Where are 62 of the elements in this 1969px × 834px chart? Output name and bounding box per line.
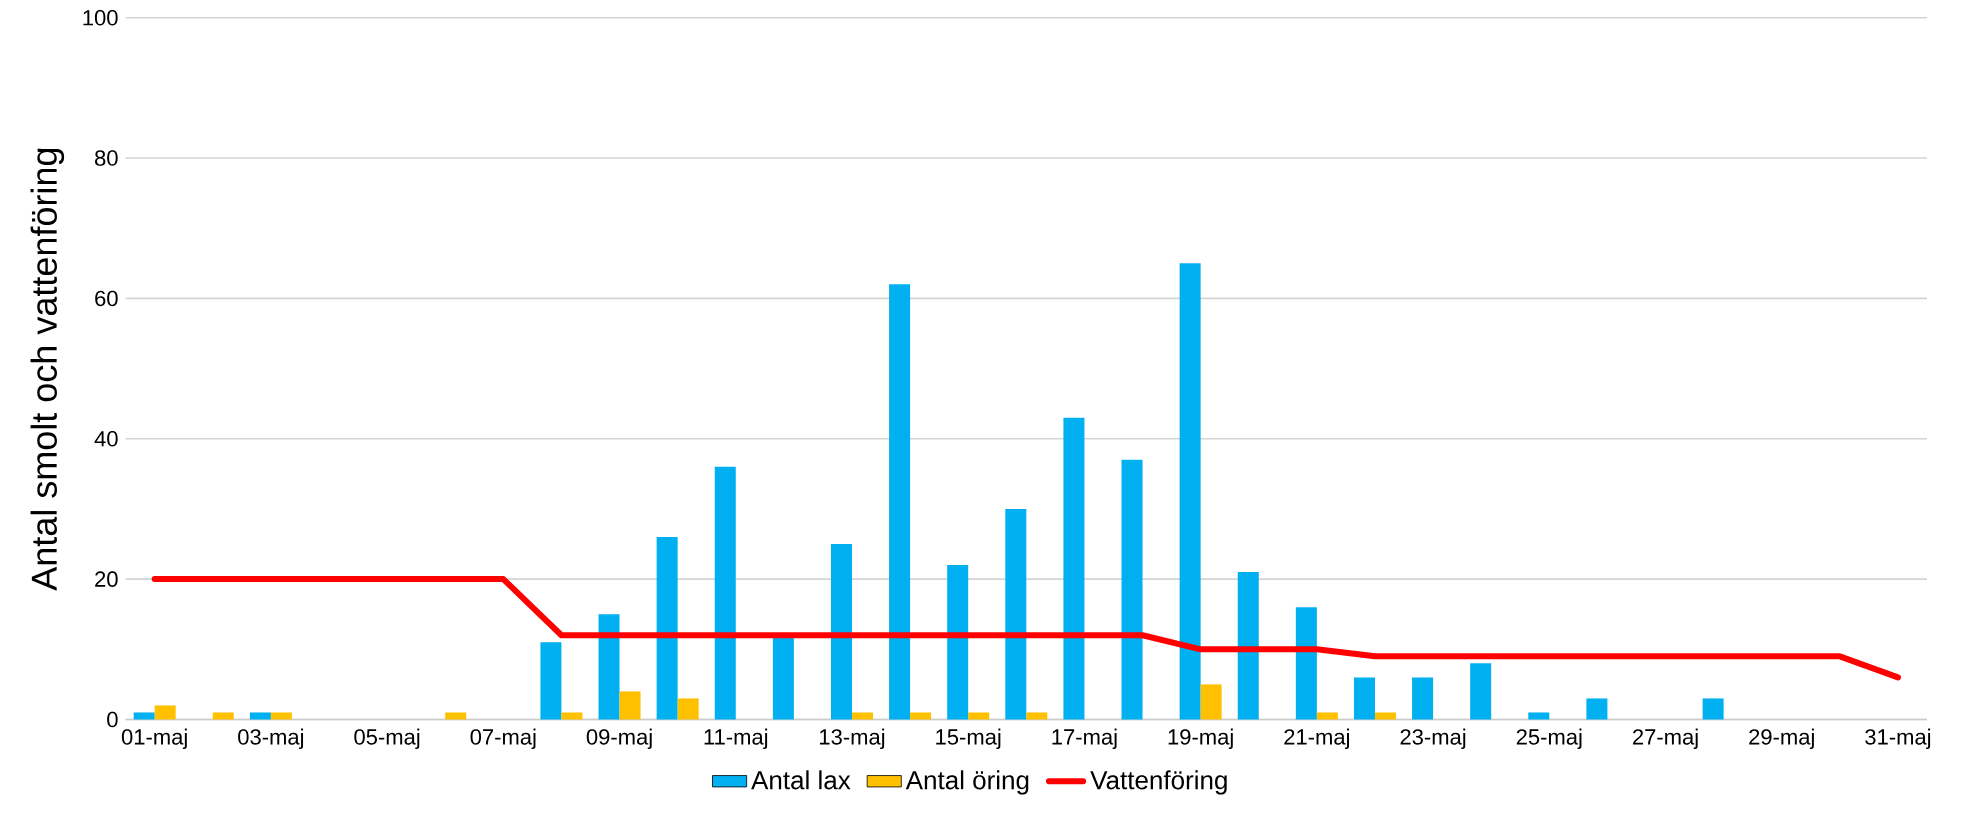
bar: [561, 712, 583, 720]
bar: [1528, 712, 1550, 720]
bar: [1353, 677, 1375, 720]
bar: [947, 565, 969, 720]
bar: [445, 712, 467, 720]
y-tick-label: 60: [95, 290, 118, 307]
y-tick-label: 0: [107, 711, 118, 728]
bar: [598, 614, 620, 720]
bar: [910, 712, 932, 720]
x-tick-label: 11-maj: [704, 728, 768, 750]
x-tick-label: 01-maj: [121, 728, 187, 750]
bar: [270, 712, 292, 720]
x-tick-label: 13-maj: [820, 728, 885, 750]
bar: [851, 712, 873, 720]
bar: [1470, 663, 1492, 720]
bar: [249, 712, 271, 720]
x-tick-label: 03-maj: [238, 728, 304, 750]
bar: [1412, 677, 1434, 720]
x-tick-label: 29-maj: [1749, 728, 1814, 750]
bar: [714, 466, 736, 720]
x-tick-label: 27-maj: [1632, 728, 1698, 750]
bar: [1005, 508, 1027, 720]
bar: [889, 284, 911, 720]
bar: [1200, 684, 1222, 720]
y-axis-title: Antal smolt och vattenföring: [30, 148, 65, 591]
bar: [772, 635, 794, 720]
x-tick-label: 15-maj: [936, 728, 1001, 750]
legend-label: Antal öring: [905, 770, 1029, 795]
bar: [1179, 263, 1201, 720]
x-tick-label: 07-maj: [470, 728, 536, 750]
x-tick-label: 05-maj: [354, 728, 420, 750]
bar: [540, 642, 562, 720]
bar: [677, 698, 699, 720]
x-tick-label: 31-maj: [1865, 728, 1931, 750]
y-tick-label: 40: [94, 431, 118, 447]
bar: [619, 691, 641, 720]
y-tick-label: 20: [95, 571, 118, 587]
bar: [1316, 712, 1338, 720]
bar: [656, 537, 678, 720]
legend-label: Antal lax: [751, 770, 851, 790]
x-tick-label: 19-maj: [1168, 728, 1233, 750]
legend-label: Vattenföring: [1090, 770, 1227, 795]
bar: [1702, 698, 1724, 720]
bar: [154, 705, 176, 720]
bar: [1374, 712, 1396, 720]
bar: [1026, 712, 1048, 720]
x-tick-label: 17-maj: [1052, 728, 1117, 750]
x-tick-label: 09-maj: [586, 728, 652, 750]
x-tick-label: 21-maj: [1284, 728, 1349, 750]
y-tick-label: 80: [95, 150, 118, 166]
bar: [133, 712, 155, 720]
bar: [1237, 572, 1259, 720]
x-tick-label: 25-maj: [1516, 728, 1582, 750]
bar: [1295, 607, 1317, 720]
x-tick-label: 23-maj: [1400, 728, 1466, 750]
y-tick-label: 100: [83, 9, 118, 26]
bar: [830, 544, 852, 720]
bar: [1063, 417, 1085, 720]
bar: [1586, 698, 1608, 720]
bar: [1121, 459, 1143, 720]
bar: [212, 712, 234, 720]
bar: [968, 712, 990, 720]
